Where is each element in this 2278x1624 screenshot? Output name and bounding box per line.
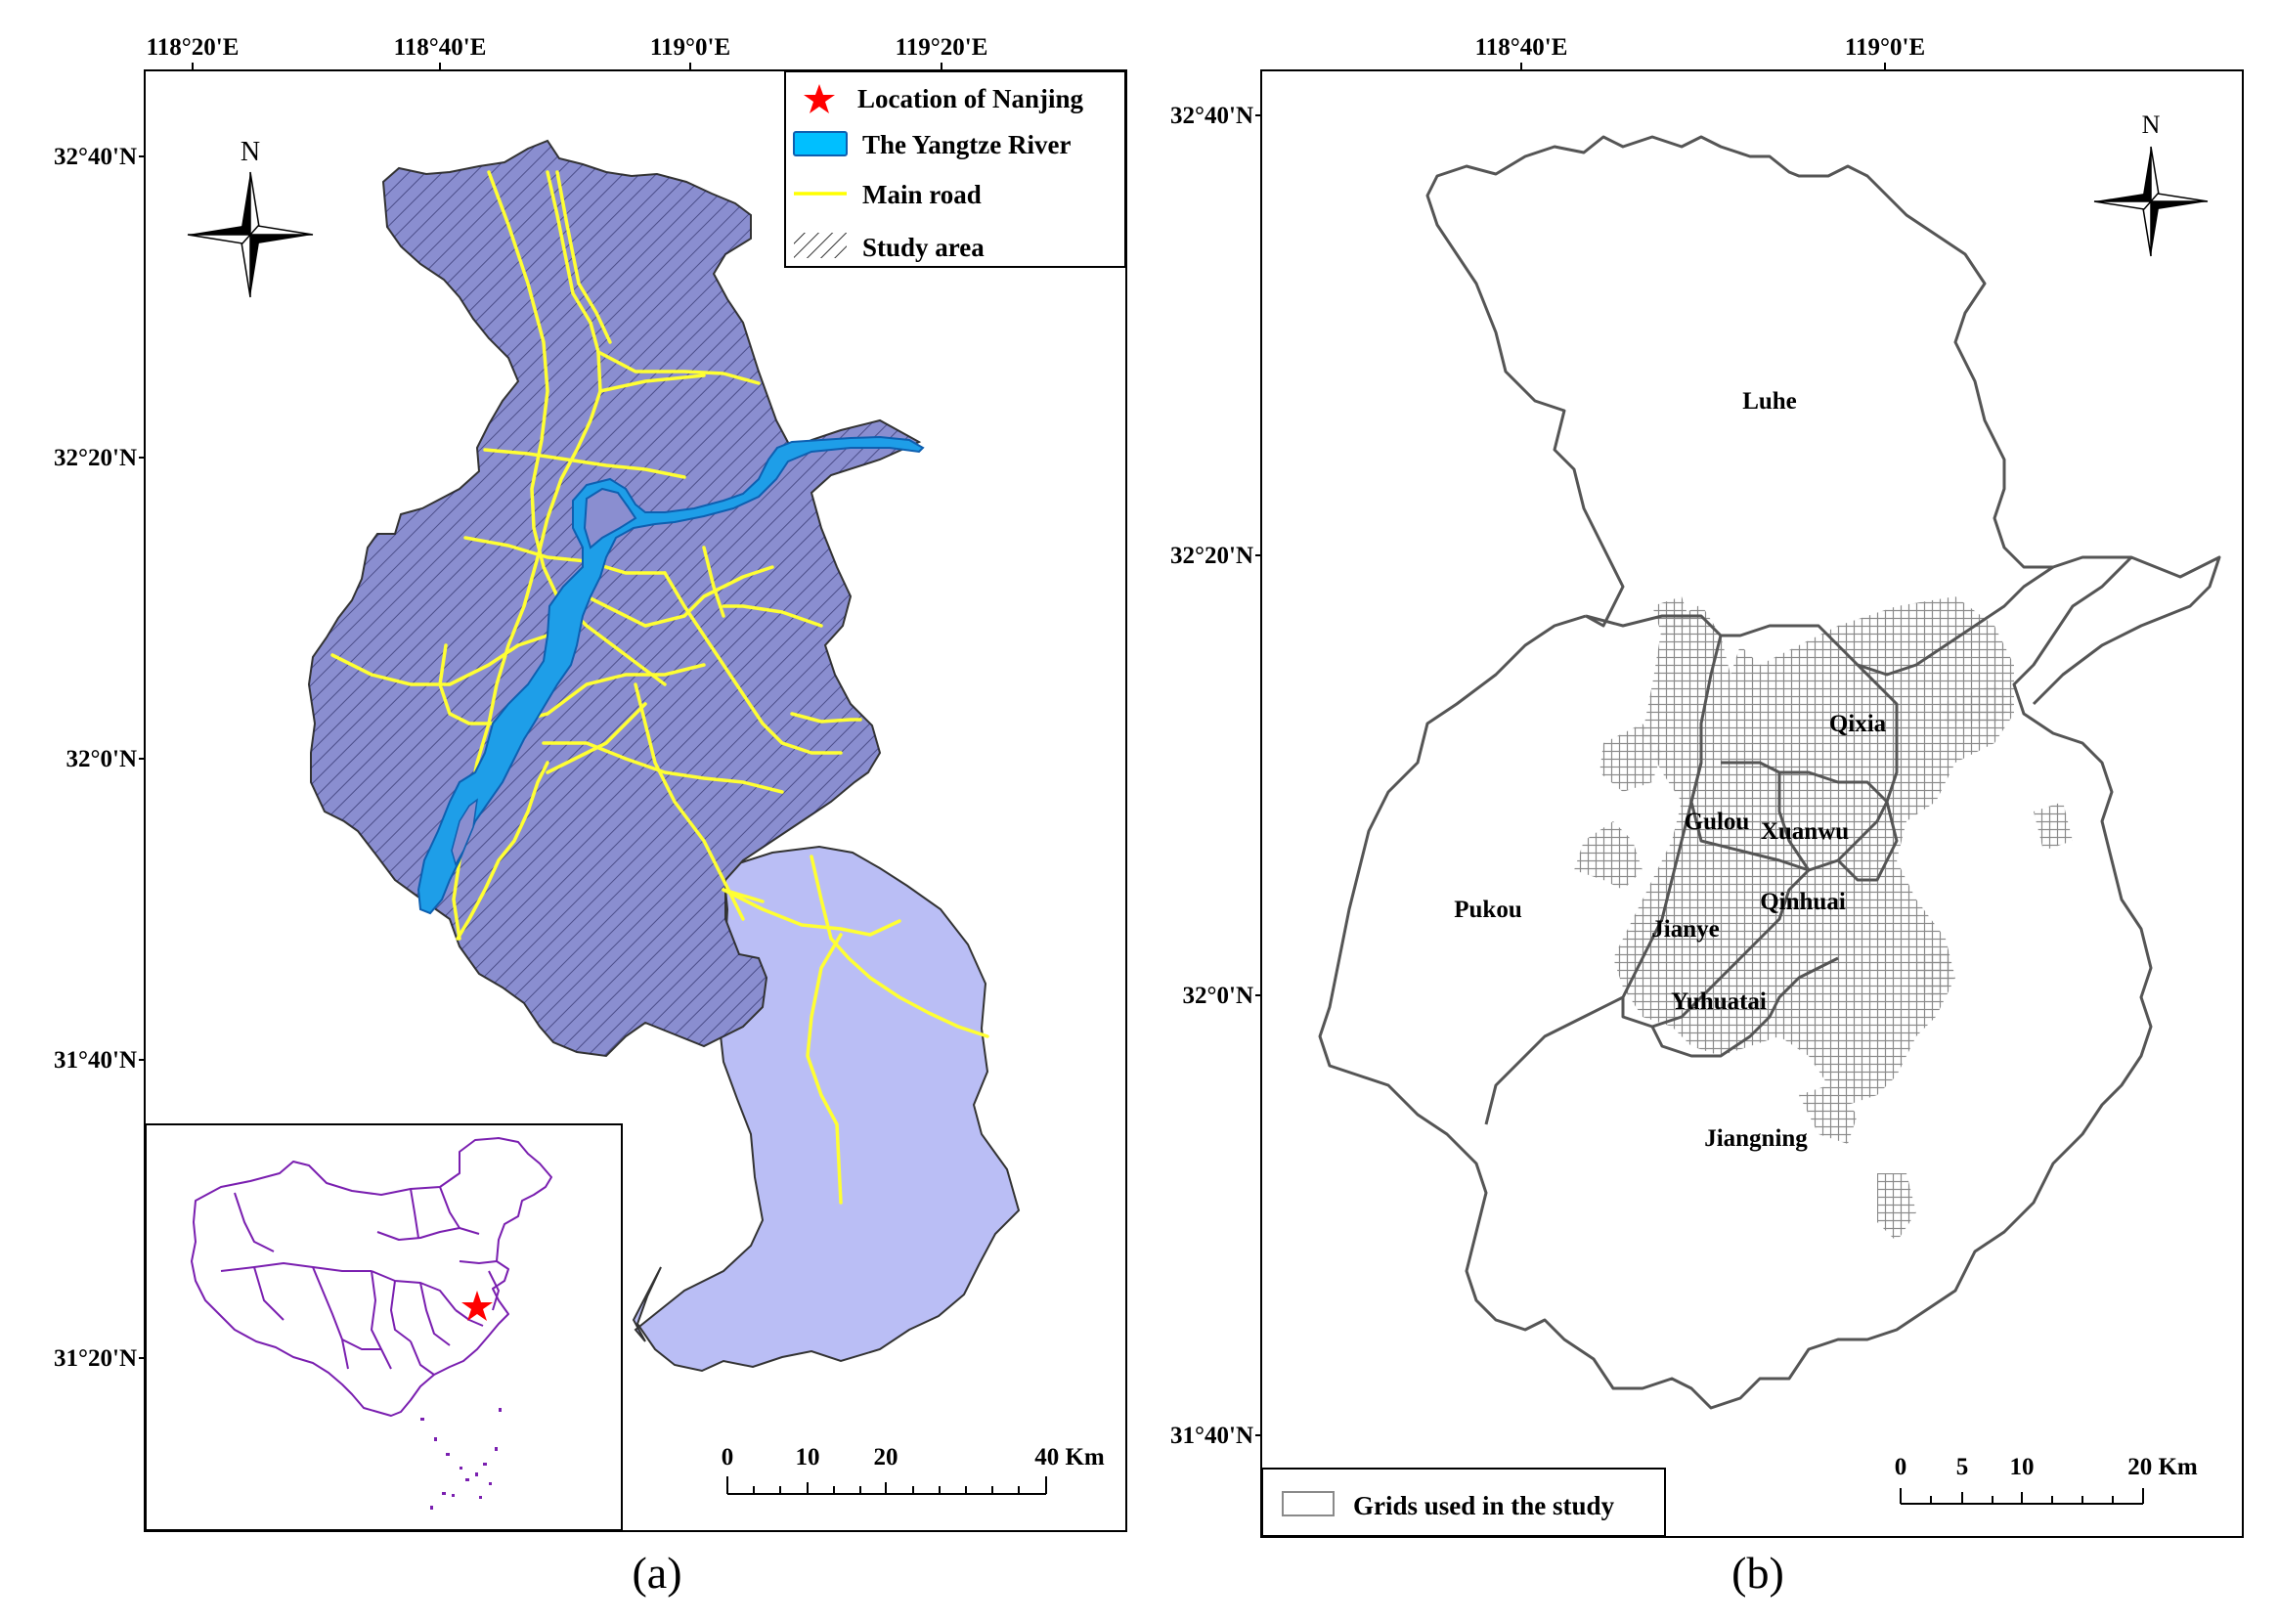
scale-label-b: 0 — [1895, 1454, 1907, 1480]
nanjing-location-star-icon — [461, 1291, 493, 1321]
panel-a-lon-ticks: 118°20'E 118°40'E 119°0'E 119°20'E — [147, 34, 988, 70]
panel-b-lat-tick: 32°20'N — [1170, 543, 1253, 569]
legend-a-label: Study area — [862, 233, 985, 262]
district-label-gulou: Gulou — [1685, 809, 1750, 835]
outer-area — [632, 845, 1021, 1373]
scale-label-b: 10 — [2010, 1454, 2035, 1480]
legend-a-label: Location of Nanjing — [857, 84, 1084, 113]
panel-a-lat-tick: 31°40'N — [54, 1047, 137, 1074]
north-label-a: N — [241, 137, 260, 167]
north-label-b: N — [2142, 110, 2161, 139]
panel-a-lat-ticks: 32°40'N 32°20'N 32°0'N 31°40'N 31°20'N — [54, 144, 145, 1372]
study-grids — [1574, 596, 2073, 1242]
panel-b-lon-tick: 119°0'E — [1845, 34, 1925, 61]
panel-a-lon-tick: 119°0'E — [650, 34, 730, 61]
panel-a-lon-tick: 119°20'E — [896, 34, 988, 61]
panel-b-lat-tick: 31°40'N — [1170, 1423, 1253, 1449]
red-star-icon — [804, 84, 835, 113]
panel-a-caption: (a) — [632, 1548, 681, 1598]
panel-a-lat-tick: 32°40'N — [54, 144, 137, 170]
grid-cell-swatch — [1282, 1491, 1335, 1516]
scale-label-b: 20 Km — [2127, 1454, 2198, 1480]
panel-a-lat-tick: 32°20'N — [54, 445, 137, 471]
district-label-xuanwu: Xuanwu — [1761, 818, 1849, 845]
panel-b-lat-tick: 32°0'N — [1183, 983, 1254, 1009]
district-label-qinhuai: Qinhuai — [1760, 889, 1846, 915]
panel-a-lon-tick: 118°40'E — [394, 34, 487, 61]
district-label-jiangning: Jiangning — [1704, 1125, 1808, 1152]
scale-bar-a: 0 10 20 40 Km — [722, 1444, 1105, 1495]
district-boundaries — [1318, 135, 2221, 1410]
panel-a-lon-tick: 118°20'E — [147, 34, 240, 61]
panel-b-frame — [1260, 69, 2244, 1538]
scale-label-a: 0 — [722, 1444, 734, 1470]
river-swatch — [793, 131, 848, 156]
panel-b: 118°40'E 119°0'E 32°40'N 32°20'N 32°0'N … — [1170, 34, 2244, 1598]
china-inset — [145, 1123, 623, 1531]
legend-a-label: The Yangtze River — [862, 130, 1071, 159]
panel-b-lon-ticks: 118°40'E 119°0'E — [1475, 34, 1925, 70]
district-label-qixia: Qixia — [1829, 711, 1887, 737]
panel-b-lat-tick: 32°40'N — [1170, 103, 1253, 129]
scale-bar-b: 0 5 10 20 Km — [1895, 1454, 2198, 1505]
panel-b-lat-ticks: 32°40'N 32°20'N 32°0'N 31°40'N — [1170, 103, 1261, 1449]
district-labels: Luhe Qixia Gulou Xuanwu Qinhuai Pukou Ji… — [1454, 388, 1886, 1152]
panel-b-lon-tick: 118°40'E — [1475, 34, 1568, 61]
scale-label-a: 40 Km — [1034, 1444, 1105, 1470]
north-arrow-b-icon — [2093, 146, 2209, 257]
panel-b-caption: (b) — [1731, 1548, 1784, 1598]
district-label-pukou: Pukou — [1454, 897, 1522, 923]
legend-b: Grids used in the study — [1261, 1468, 1666, 1537]
district-label-luhe: Luhe — [1742, 388, 1797, 415]
hatch-swatch — [794, 233, 847, 258]
district-label-jianye: Jianye — [1651, 916, 1719, 943]
scale-label-a: 20 — [874, 1444, 898, 1470]
legend-a: Location of Nanjing The Yangtze River Ma… — [784, 70, 1126, 268]
legend-b-label: Grids used in the study — [1353, 1491, 1615, 1520]
panel-a-lat-tick: 31°20'N — [54, 1345, 137, 1372]
district-label-yuhuatai: Yuhuatai — [1671, 988, 1767, 1015]
panel-a: 118°20'E 118°40'E 119°0'E 119°20'E 32°40… — [54, 34, 1127, 1598]
panel-a-lat-tick: 32°0'N — [66, 746, 138, 772]
scale-label-a: 10 — [796, 1444, 820, 1470]
scale-label-b: 5 — [1956, 1454, 1969, 1480]
main-roads — [330, 170, 989, 1205]
legend-a-label: Main road — [862, 180, 982, 209]
north-arrow-a-icon — [187, 171, 314, 298]
yangtze-river — [416, 435, 925, 915]
